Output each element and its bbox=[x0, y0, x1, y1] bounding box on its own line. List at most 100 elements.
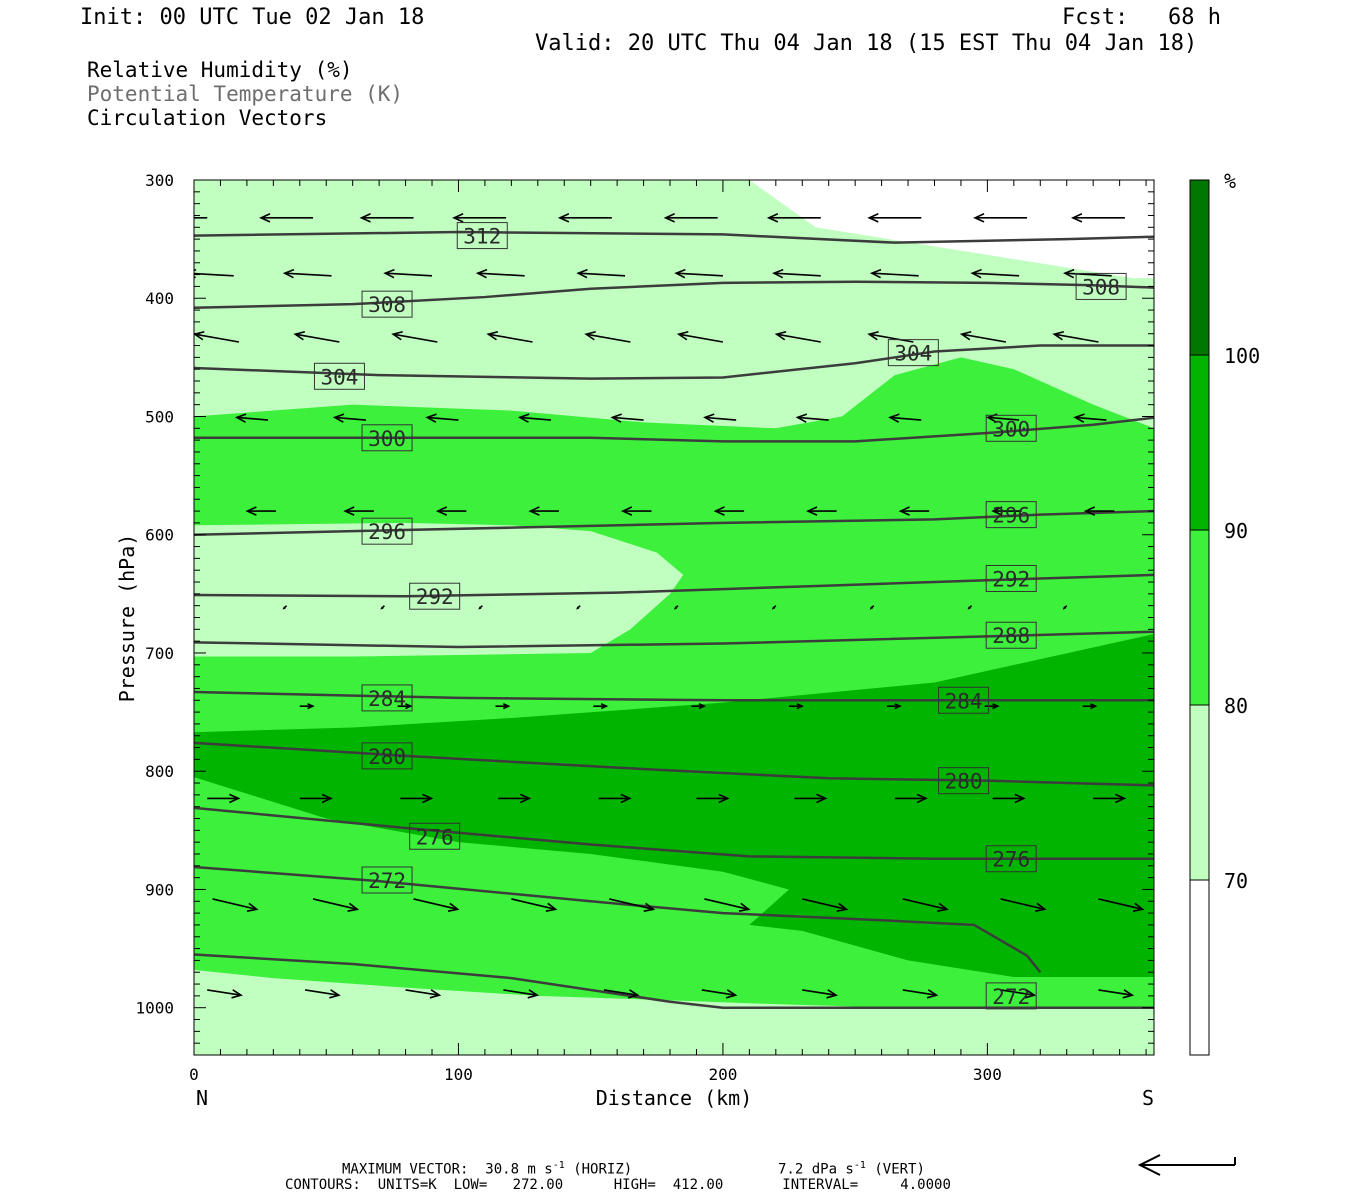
vector-head bbox=[937, 902, 949, 912]
theta-label-box bbox=[409, 582, 461, 610]
vector-head bbox=[888, 413, 900, 423]
vector-head bbox=[673, 606, 678, 610]
circulation-vector bbox=[593, 703, 609, 710]
legend-rh: Relative Humidity (%) bbox=[87, 58, 353, 82]
vector-shaft bbox=[295, 333, 340, 343]
vector-head bbox=[486, 330, 499, 341]
theta-label-box bbox=[938, 767, 990, 795]
theta-contour-288 bbox=[194, 630, 1154, 649]
vector-head bbox=[1014, 793, 1026, 804]
vector-head bbox=[766, 213, 779, 223]
vector-head bbox=[452, 213, 464, 223]
theta-contour-280 bbox=[194, 741, 1154, 787]
circulation-vector bbox=[902, 989, 939, 999]
circulation-vector bbox=[984, 703, 1000, 710]
vector-shaft bbox=[405, 989, 440, 996]
vector-head bbox=[894, 703, 902, 710]
vector-head bbox=[774, 330, 787, 341]
vector-head bbox=[869, 606, 873, 610]
theta-label-text: 280 bbox=[945, 770, 983, 794]
y-tick-label: 600 bbox=[145, 526, 174, 545]
theta-label-284: 284 bbox=[361, 684, 413, 712]
circulation-vector bbox=[1073, 413, 1107, 423]
circulation-vector bbox=[795, 413, 829, 423]
y-tick-label: 500 bbox=[145, 407, 174, 426]
vector-shaft bbox=[776, 333, 821, 343]
vector-head bbox=[557, 213, 570, 223]
circulation-vector bbox=[802, 989, 838, 999]
theta-label-292: 292 bbox=[409, 582, 461, 610]
circulation-vector bbox=[774, 330, 821, 343]
theta-contour-276 bbox=[194, 806, 1154, 860]
y-tick-label: 900 bbox=[145, 880, 174, 899]
circulation-vector bbox=[397, 703, 413, 710]
circulation-vector bbox=[713, 506, 745, 516]
x-tick-label: 100 bbox=[444, 1065, 473, 1084]
theta-label-300: 300 bbox=[985, 414, 1037, 442]
vector-shaft bbox=[678, 333, 724, 343]
colorbar-label: 100 bbox=[1224, 344, 1260, 368]
vector-head bbox=[816, 793, 828, 804]
valid-time: Valid: 20 UTC Thu 04 Jan 18 (15 EST Thu … bbox=[535, 31, 1198, 56]
colorbar-segment bbox=[1190, 880, 1209, 1055]
colorbar-label: 90 bbox=[1224, 519, 1248, 543]
theta-contour-304 bbox=[194, 344, 1154, 380]
vector-head bbox=[359, 213, 371, 223]
vector-head bbox=[478, 606, 482, 610]
vector-head bbox=[600, 703, 609, 710]
vector-head bbox=[321, 793, 333, 804]
circulation-vector bbox=[663, 213, 718, 223]
circulation-vector bbox=[902, 898, 949, 912]
init-time: Init: 00 UTC Tue 02 Jan 18 bbox=[80, 5, 425, 30]
vector-shaft bbox=[961, 333, 1007, 343]
vector-head bbox=[293, 330, 306, 341]
vector-head bbox=[627, 989, 640, 999]
vector-shaft bbox=[902, 989, 937, 996]
contour-label-layer: 312 308 308 304 304 300 300 296 296 292 292 288 284 2… bbox=[313, 222, 1127, 1010]
theta-label-276: 276 bbox=[409, 822, 461, 850]
vector-shaft bbox=[797, 416, 829, 421]
circulation-vector bbox=[194, 217, 208, 219]
y-tick-label: 700 bbox=[145, 644, 174, 663]
circulation-vector bbox=[676, 330, 724, 343]
vector-head bbox=[528, 506, 540, 516]
colorbar-label: 70 bbox=[1224, 869, 1248, 893]
circulation-vector bbox=[704, 898, 751, 912]
vector-head bbox=[329, 989, 341, 999]
vector-head bbox=[991, 506, 1003, 516]
circulation-vector bbox=[475, 268, 525, 279]
theta-label-text: 308 bbox=[1082, 275, 1120, 299]
circulation-vector bbox=[1052, 330, 1099, 343]
vector-head bbox=[332, 413, 345, 423]
vector-shaft bbox=[194, 272, 234, 277]
vector-head bbox=[898, 506, 910, 516]
vector-shaft bbox=[612, 416, 644, 421]
vector-head bbox=[796, 703, 804, 710]
vector-shaft bbox=[212, 898, 257, 911]
colorbar-segment bbox=[1190, 355, 1209, 530]
contours-info: CONTOURS: UNITS=K LOW= 272.00 HIGH= 412.… bbox=[285, 1177, 951, 1193]
theta-contour-300 bbox=[194, 416, 1154, 443]
circulation-vector bbox=[1000, 898, 1047, 912]
circulation-vector bbox=[1000, 989, 1037, 999]
vector-head bbox=[1132, 902, 1145, 912]
vector-head bbox=[959, 330, 972, 341]
vector-head bbox=[970, 268, 982, 279]
vector-head bbox=[229, 793, 241, 804]
vector-shaft bbox=[413, 898, 458, 911]
theta-label-272: 272 bbox=[361, 866, 413, 894]
y-axis-title: Pressure (hPa) bbox=[115, 534, 139, 703]
circulation-vector bbox=[610, 413, 644, 423]
vector-head bbox=[527, 989, 540, 999]
circulation-vector bbox=[789, 703, 804, 710]
vector-head bbox=[620, 506, 633, 516]
vector-shaft bbox=[704, 898, 749, 911]
circulation-vector bbox=[452, 213, 507, 223]
legend-vectors: Circulation Vectors bbox=[87, 106, 328, 130]
vector-shaft bbox=[890, 416, 922, 421]
vector-head bbox=[520, 793, 532, 804]
circulation-vector bbox=[343, 506, 374, 516]
circulation-vector bbox=[1093, 793, 1127, 804]
vector-head bbox=[245, 506, 257, 516]
vector-head bbox=[738, 902, 751, 912]
